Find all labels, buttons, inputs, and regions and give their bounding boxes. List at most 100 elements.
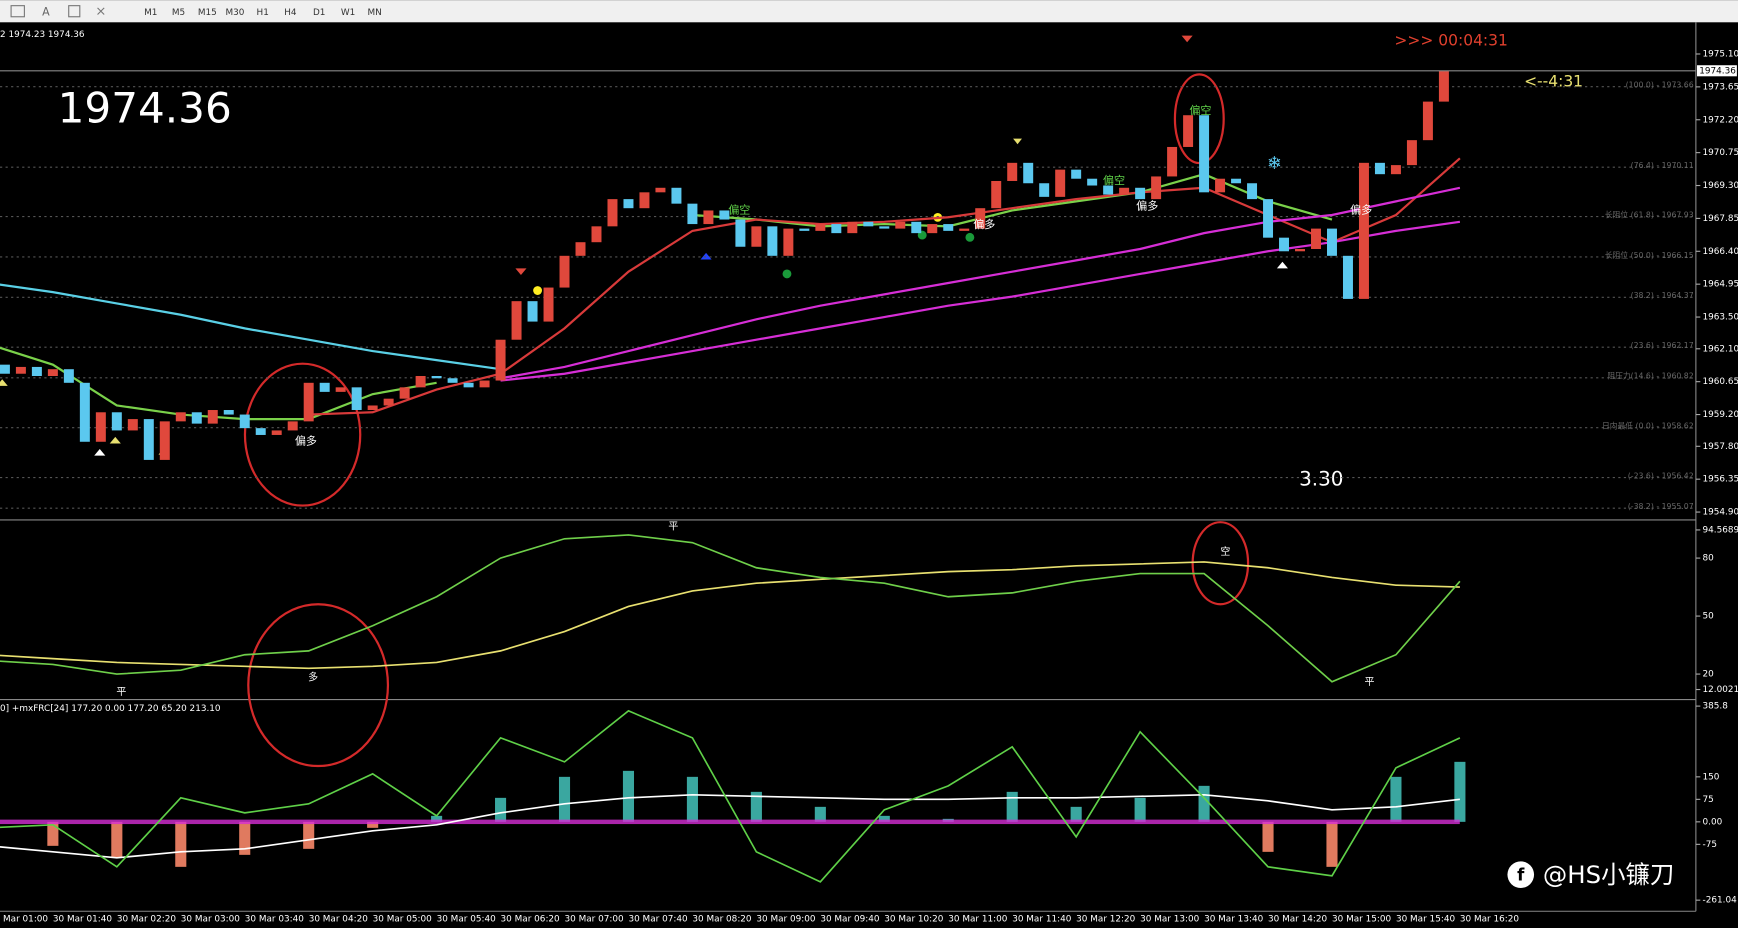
- x-tick-label: 30 Mar 08:20: [692, 915, 752, 925]
- histogram-bar: [175, 821, 187, 867]
- candle: [847, 221, 858, 234]
- candle: [1007, 162, 1018, 181]
- timeframe-button[interactable]: D1: [313, 8, 325, 18]
- candle: [159, 421, 170, 460]
- candle: [367, 405, 378, 411]
- y-tick-label: 1964.95: [1703, 280, 1738, 290]
- candle: [1215, 178, 1226, 193]
- candle: [511, 301, 522, 340]
- histogram-bar: [1070, 806, 1082, 822]
- y-tick-label: 1960.65: [1703, 377, 1738, 387]
- candle: [927, 224, 938, 234]
- candle: [239, 414, 250, 429]
- last-price-label: 1974.36: [1699, 66, 1736, 76]
- y-tick-label: 20: [1703, 670, 1715, 680]
- candle: [591, 226, 602, 243]
- x-tick-label: 30 Mar 15:40: [1396, 915, 1456, 925]
- histogram-bar: [431, 815, 443, 822]
- x-tick-label: 30 Mar 09:40: [820, 915, 880, 925]
- candle: [911, 221, 922, 234]
- y-tick-label: 1969.30: [1703, 181, 1738, 191]
- candle: [1039, 183, 1050, 197]
- candle: [687, 203, 698, 225]
- histogram-bar: [303, 821, 315, 849]
- timeframe-button[interactable]: H4: [284, 8, 297, 18]
- histogram-bar: [495, 797, 507, 822]
- candle: [1167, 146, 1178, 177]
- candle: [383, 398, 394, 406]
- bar-timer: >>> 00:04:31: [1394, 32, 1508, 50]
- y-tick-label: 12.0021: [1703, 685, 1738, 695]
- candle: [319, 382, 330, 392]
- last-price-box: [1696, 65, 1737, 77]
- fib-label: (23.6) - 1962.17: [1631, 341, 1694, 350]
- candle: [1390, 165, 1401, 175]
- signal-label: 偏多: [1350, 203, 1372, 217]
- candle: [255, 428, 266, 435]
- candle: [1119, 187, 1130, 195]
- timeframe-button[interactable]: M5: [172, 8, 185, 18]
- y-tick-label: 1966.40: [1703, 247, 1738, 257]
- candle: [111, 412, 122, 431]
- signal-label: 平: [116, 687, 126, 698]
- timeframe-button[interactable]: MN: [368, 8, 382, 18]
- annotation: 3.30: [1299, 467, 1343, 491]
- candle: [1231, 178, 1242, 184]
- y-tick-label: 0.00: [1703, 817, 1723, 827]
- timeframe-button[interactable]: W1: [341, 8, 355, 18]
- candle: [959, 228, 970, 231]
- histogram-bar: [111, 821, 123, 858]
- candle: [559, 255, 570, 288]
- toolbar: [0, 0, 1738, 23]
- candle: [0, 364, 10, 374]
- signal-label: 偏空: [1189, 103, 1211, 117]
- candle: [1183, 115, 1194, 147]
- y-tick-label: 94.5689: [1703, 525, 1738, 535]
- candle: [1342, 255, 1353, 299]
- indicator-header: 0] +mxFRC[24] 177.20 0.00 177.20 65.20 2…: [0, 704, 221, 714]
- candle: [1406, 140, 1417, 166]
- candle: [303, 382, 314, 422]
- candle: [703, 210, 714, 225]
- candle: [1135, 187, 1146, 200]
- candle: [351, 387, 362, 411]
- x-tick-label: 30 Mar 07:00: [565, 915, 625, 925]
- histogram-bar: [1454, 761, 1466, 822]
- x-tick-label: 30 Mar 06:20: [501, 915, 561, 925]
- candle: [751, 226, 762, 247]
- candle: [1326, 228, 1337, 256]
- timeframe-button[interactable]: M1: [144, 8, 157, 18]
- signal-label: 多: [308, 670, 318, 683]
- fib-label: 长阻位 (50.0) - 1966.15: [1605, 250, 1694, 260]
- x-tick-label: 30 Mar 16:20: [1460, 915, 1520, 925]
- timeframe-button[interactable]: M15: [198, 8, 217, 18]
- chart-header: 2 1974.23 1974.36: [0, 30, 85, 40]
- histogram-bar: [1134, 797, 1146, 822]
- y-tick-label: 1956.35: [1703, 475, 1738, 485]
- candle: [799, 228, 810, 231]
- watermark: f @HS小镰刀: [1507, 860, 1674, 889]
- x-tick-label: 30 Mar 13:40: [1204, 915, 1264, 925]
- candle: [47, 369, 58, 377]
- y-tick-label: 50: [1703, 612, 1715, 622]
- y-tick-label: 1963.50: [1703, 313, 1738, 323]
- x-tick-label: 30 Mar 01:00: [0, 915, 48, 925]
- candle: [543, 287, 554, 322]
- x-tick-label: 30 Mar 11:40: [1012, 915, 1072, 925]
- x-tick-label: 30 Mar 10:20: [884, 915, 944, 925]
- countdown: <--4:31: [1524, 73, 1583, 91]
- candle: [671, 187, 682, 204]
- y-tick-label: 1957.80: [1703, 442, 1738, 452]
- timeframe-button[interactable]: M30: [226, 8, 245, 18]
- y-tick-label: 1954.90: [1703, 508, 1738, 518]
- candle: [15, 366, 26, 374]
- candle: [1358, 162, 1369, 299]
- candle: [127, 419, 138, 431]
- histogram-bar: [367, 821, 379, 828]
- signal-label: 偏多: [295, 433, 317, 447]
- svg-text:❄: ❄: [1267, 154, 1282, 174]
- timeframe-button[interactable]: H1: [257, 8, 269, 18]
- candle: [767, 226, 778, 256]
